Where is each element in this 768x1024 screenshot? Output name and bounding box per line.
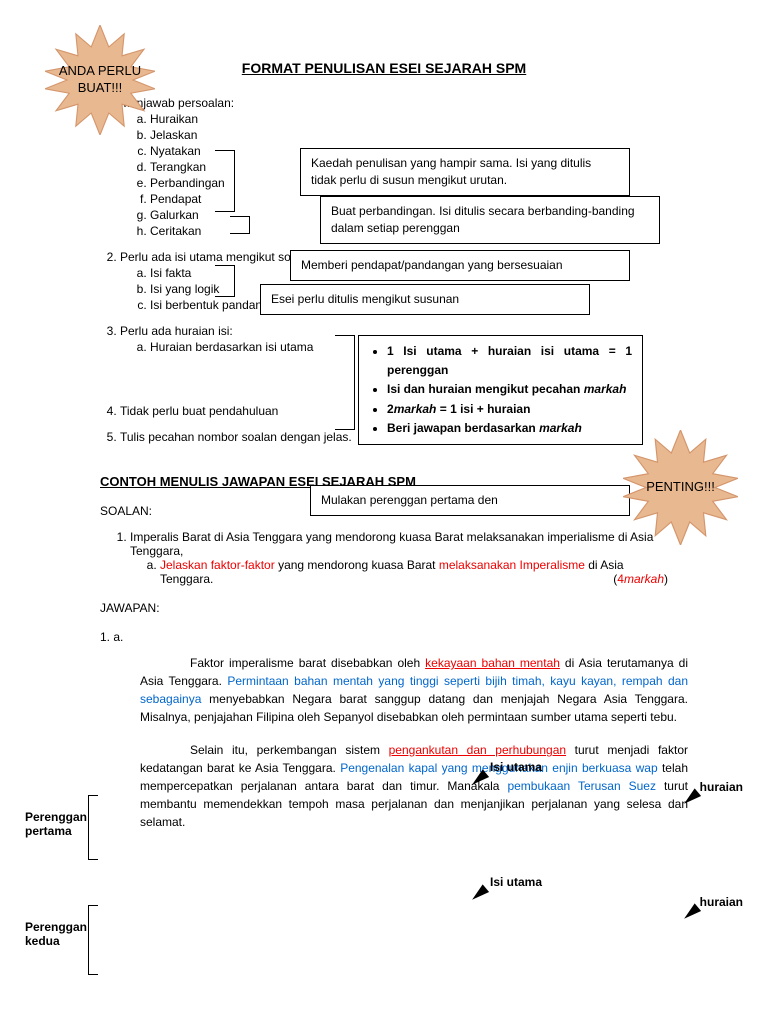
bracket-1 bbox=[215, 150, 235, 212]
p2r1: pengankutan dan perhubungan bbox=[389, 743, 566, 757]
bracket-2 bbox=[230, 216, 250, 234]
star2-text: PENTING!!! bbox=[646, 479, 715, 496]
qs-a: Jelaskan faktor-faktor bbox=[160, 558, 278, 572]
q-main-text: Imperalis Barat di Asia Tenggara yang me… bbox=[130, 530, 653, 558]
p1t1: Faktor imperalisme barat disebabkan oleh bbox=[190, 656, 425, 670]
be4a: Beri jawapan berdasarkan bbox=[387, 421, 539, 435]
q2-text: Perlu ada isi utama mengikut soalan: bbox=[120, 250, 317, 264]
box-mulakan: Mulakan perenggan pertama den bbox=[310, 485, 630, 516]
sub-b: Jelaskan bbox=[150, 128, 728, 142]
huraian-2: huraian bbox=[700, 895, 743, 909]
be2b: markah bbox=[584, 382, 627, 396]
box-isi-utama: 1 Isi utama + huraian isi utama = 1 pere… bbox=[358, 335, 643, 445]
question-1: Imperalis Barat di Asia Tenggara yang me… bbox=[130, 530, 668, 586]
q-marks-t: markah bbox=[624, 572, 664, 586]
sub-a: Huraikan bbox=[150, 112, 728, 126]
perenggan-pertama-label: Perenggan pertama bbox=[25, 810, 85, 838]
paragraph-1: Faktor imperalisme barat disebabkan oleh… bbox=[140, 654, 688, 726]
be3a: 2 bbox=[387, 402, 394, 416]
p2t1: Selain itu, perkembangan sistem bbox=[190, 743, 389, 757]
p1r1: kekayaan bahan mentah bbox=[425, 656, 560, 670]
be1: 1 Isi utama + huraian isi utama = 1 pere… bbox=[387, 344, 632, 377]
qs-b: melaksanakan Imperalisme bbox=[439, 558, 588, 572]
isi-utama-1: Isi utama bbox=[490, 760, 542, 774]
starburst-anda-perlu-buat: ANDA PERLU BUAT!!! bbox=[45, 25, 155, 135]
bracket-p1 bbox=[88, 795, 98, 860]
paragraph-2: Selain itu, perkembangan sistem penganku… bbox=[140, 741, 688, 831]
p2b2: pembukaan Terusan Suez bbox=[507, 779, 656, 793]
q-marks-n: 4 bbox=[617, 572, 624, 586]
arrow-icon bbox=[681, 903, 701, 922]
starburst-penting: PENTING!!! bbox=[623, 430, 738, 545]
star1-text: ANDA PERLU BUAT!!! bbox=[45, 63, 155, 97]
qs-mid: yang mendorong kuasa Barat bbox=[278, 558, 439, 572]
q3-text: Perlu ada huraian isi: bbox=[120, 324, 233, 338]
box-kaedah: Kaedah penulisan yang hampir sama. Isi y… bbox=[300, 148, 630, 196]
box-susunan: Esei perlu ditulis mengikut susunan bbox=[260, 284, 590, 315]
arrow-icon bbox=[469, 884, 489, 903]
be4b: markah bbox=[539, 421, 582, 435]
box-perbandingan: Buat perbandingan. Isi ditulis secara be… bbox=[320, 196, 660, 244]
box-pendapat: Memberi pendapat/pandangan yang bersesua… bbox=[290, 250, 630, 281]
be3b: markah bbox=[394, 402, 437, 416]
isi-utama-2: Isi utama bbox=[490, 875, 542, 889]
perenggan-kedua-label: Perenggan kedua bbox=[25, 920, 85, 948]
bracket-p2 bbox=[88, 905, 98, 975]
ans-prefix: 1. a. bbox=[100, 630, 688, 644]
be2a: Isi dan huraian mengikut pecahan bbox=[387, 382, 584, 396]
question-1a: Jelaskan faktor-faktor yang mendorong ku… bbox=[160, 558, 668, 586]
huraian-1: huraian bbox=[700, 780, 743, 794]
bracket-3 bbox=[215, 265, 235, 297]
bracket-4 bbox=[335, 335, 355, 430]
p1t3: menyebabkan Negara barat sanggup datang … bbox=[140, 692, 688, 724]
jawapan-label: JAWAPAN: bbox=[100, 601, 668, 615]
be3c: = 1 isi + huraian bbox=[436, 402, 530, 416]
